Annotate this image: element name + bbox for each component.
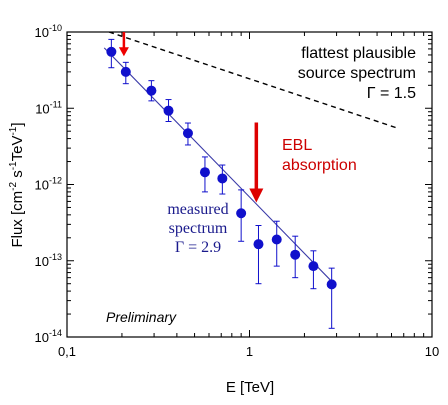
data-point	[271, 220, 282, 267]
data-marker	[326, 279, 337, 290]
small-red-arrow	[118, 32, 129, 57]
data-points	[106, 38, 337, 329]
measured-spectrum-fit-line	[103, 47, 336, 286]
measured-spectrum-annotation: measured spectrum Γ = 2.9	[167, 201, 228, 256]
flattest-line-3: Γ = 1.5	[367, 85, 416, 102]
data-marker	[146, 85, 157, 96]
y-axis-title: Flux [cm-2 s-1TeV-1]	[8, 122, 26, 247]
measured-line-3: Γ = 2.9	[175, 239, 221, 256]
data-point	[253, 224, 264, 285]
data-marker	[271, 234, 282, 245]
flattest-line-1: flattest plausible	[301, 45, 416, 62]
annotation-arrows	[118, 32, 264, 203]
data-marker	[106, 46, 117, 57]
ebl-absorption-arrow	[249, 122, 264, 203]
y-tick-label: 10-13	[35, 252, 62, 269]
data-marker	[308, 261, 319, 272]
measured-line-2: spectrum	[169, 220, 228, 237]
preliminary-label: Preliminary	[106, 309, 177, 325]
tick-labels: 0,1 1 10 10-10 10-11 10-12 10-13 10-14	[35, 23, 440, 359]
measured-line-1: measured	[167, 201, 228, 218]
x-axis-title: E [TeV]	[226, 379, 274, 396]
data-point	[163, 99, 174, 123]
data-marker	[217, 173, 228, 184]
data-point	[217, 164, 228, 195]
flattest-spectrum-line	[108, 32, 400, 130]
ebl-line-2: absorption	[282, 157, 357, 174]
data-point	[146, 80, 157, 102]
data-point	[120, 61, 131, 85]
x-tick-label: 0,1	[58, 344, 76, 359]
data-point	[236, 189, 247, 242]
axis-ticks	[66, 32, 433, 338]
ebl-annotation: EBL absorption	[282, 137, 357, 174]
data-marker	[199, 167, 210, 178]
data-marker	[290, 249, 301, 260]
y-tick-label: 10-11	[35, 99, 62, 116]
data-marker	[253, 239, 264, 250]
data-point	[199, 156, 210, 193]
y-tick-label: 10-10	[35, 23, 62, 40]
data-marker	[236, 208, 247, 219]
y-tick-label: 10-14	[35, 328, 62, 345]
flattest-line-2: source spectrum	[298, 65, 416, 82]
data-point	[326, 267, 337, 329]
data-point	[182, 122, 193, 146]
flattest-spectrum-annotation: flattest plausible source spectrum Γ = 1…	[298, 45, 416, 102]
ebl-line-1: EBL	[282, 137, 312, 154]
data-marker	[120, 66, 131, 77]
data-point	[290, 235, 301, 279]
data-point	[308, 250, 319, 290]
data-marker	[163, 105, 174, 116]
x-tick-label: 10	[425, 344, 439, 359]
x-tick-label: 1	[246, 344, 253, 359]
data-marker	[182, 128, 193, 139]
data-point	[106, 38, 117, 69]
y-tick-label: 10-12	[35, 176, 62, 193]
